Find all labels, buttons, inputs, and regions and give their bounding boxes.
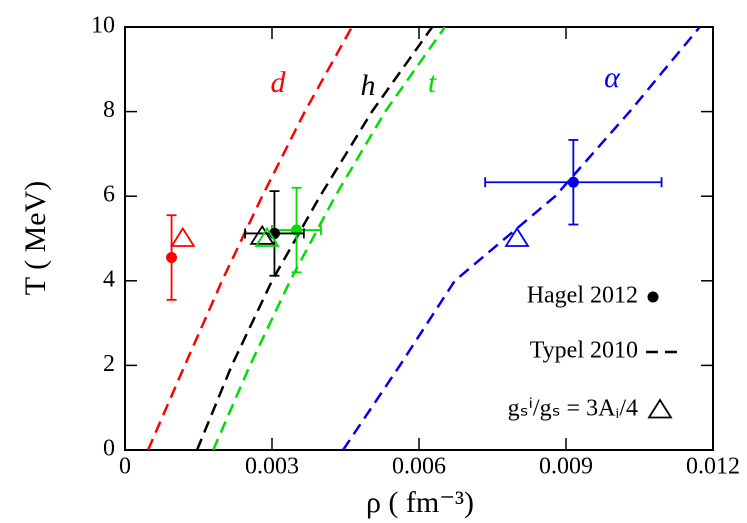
x-axis-label: ρ ( fm⁻³) [366,486,474,519]
curve-label: t [428,66,437,99]
curve-label: α [604,61,621,94]
y-tick-label: 10 [91,13,115,39]
curve [342,27,701,450]
data-point [567,176,579,188]
data-point [166,252,178,264]
curve [195,27,434,450]
triangle-point [170,226,196,247]
x-tick-label: 0.006 [392,454,446,480]
y-tick-label: 6 [103,182,115,208]
x-tick-label: 0.009 [539,454,593,480]
curve [212,27,446,450]
x-tick-label: 0.003 [245,454,299,480]
curve-label: h [361,69,376,102]
y-axis-label: T ( MeV) [19,181,52,295]
triangle-point [254,226,280,247]
legend-marker [647,398,673,419]
x-tick-label: 0 [119,454,131,480]
y-tick-label: 4 [103,266,115,292]
triangle-point [249,224,275,245]
y-tick-label: 0 [103,436,115,462]
plot-frame [124,26,714,451]
y-tick-label: 2 [103,351,115,377]
curve-label: d [271,66,287,99]
legend-marker [647,291,659,303]
legend-label: Hagel 2012 [527,283,638,309]
legend-label: gₛⁱ/gₛ = 3Aᵢ/4 [508,396,638,422]
y-tick-label: 8 [103,97,115,123]
legend-label: Typel 2010 [530,338,638,364]
curve [146,27,353,450]
x-tick-label: 0.012 [686,454,740,480]
triangle-point [504,226,530,247]
